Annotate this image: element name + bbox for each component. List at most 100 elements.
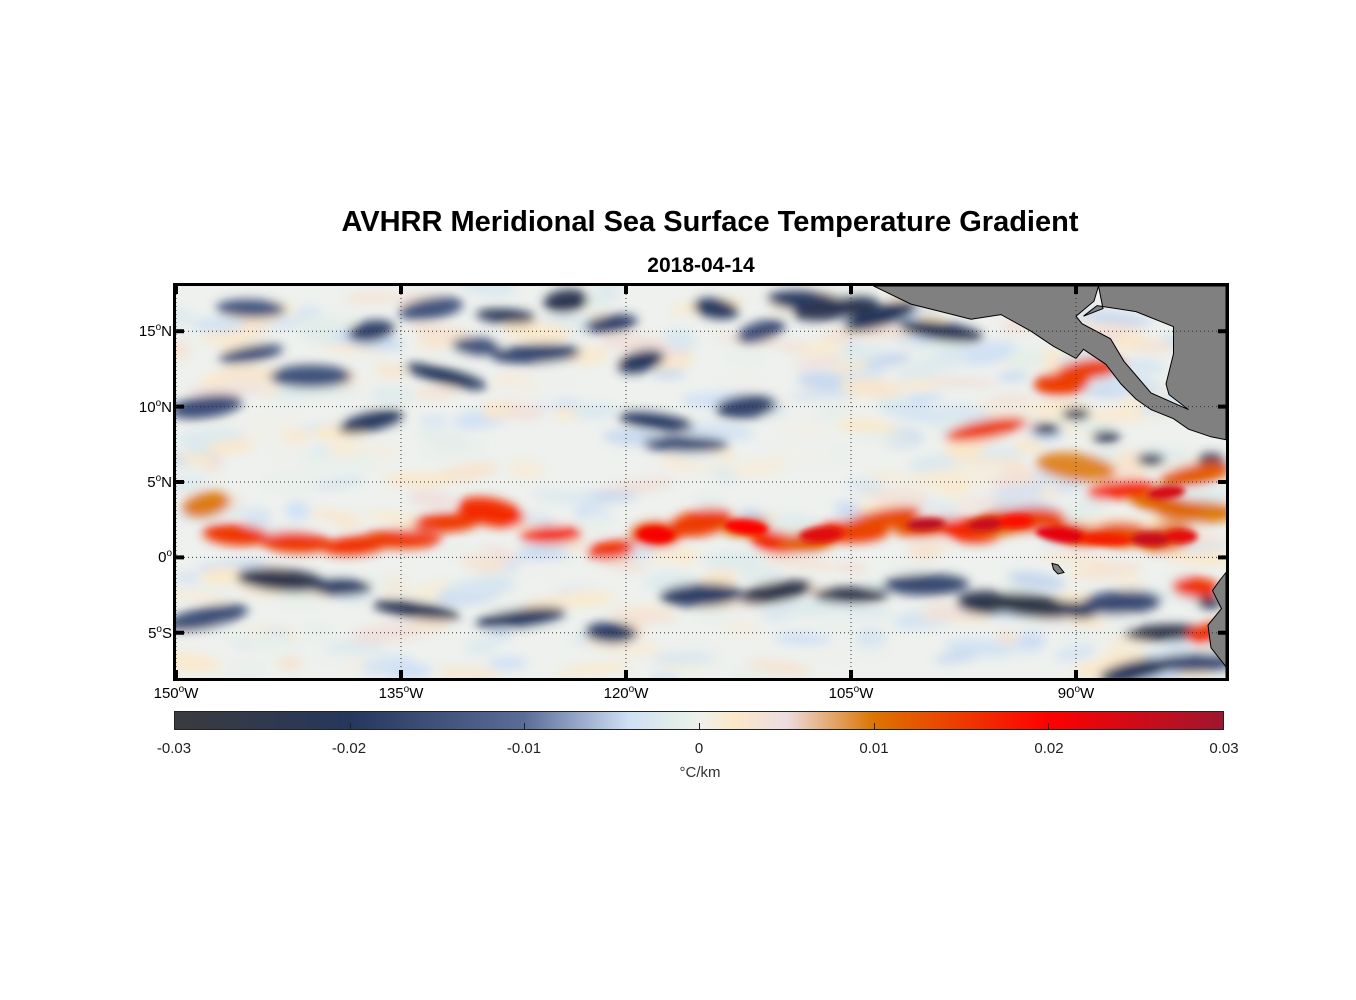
gradient-blob xyxy=(1162,549,1226,565)
gradient-blob xyxy=(457,496,525,528)
map-panel[interactable] xyxy=(176,286,1226,678)
gradient-blob xyxy=(543,289,589,313)
gradient-blob xyxy=(464,638,499,656)
gradient-blob xyxy=(202,523,270,546)
gradient-blob xyxy=(652,369,686,379)
gradient-blob xyxy=(945,417,1027,442)
gradient-blob xyxy=(1032,423,1060,436)
gradient-blob xyxy=(310,579,372,596)
gradient-blob xyxy=(460,555,505,572)
south-america-coast xyxy=(1207,571,1226,678)
gradient-blob xyxy=(579,513,614,534)
gradient-blob xyxy=(1003,349,1046,368)
gradient-blob xyxy=(724,519,768,535)
gradient-blob xyxy=(907,518,945,531)
gradient-blob xyxy=(1012,440,1045,453)
latitude-tick-label: 10oN xyxy=(138,397,172,416)
gradient-blob xyxy=(852,628,887,648)
gradient-blob xyxy=(475,607,567,629)
gradient-blob xyxy=(608,609,678,623)
gradient-blob xyxy=(859,647,889,657)
gradient-blob xyxy=(411,324,473,341)
gradient-blob xyxy=(1164,529,1198,543)
gradient-blob xyxy=(316,652,362,662)
gradient-blob xyxy=(867,472,917,484)
gradient-blob xyxy=(733,458,789,476)
gradient-blob xyxy=(1159,461,1226,488)
gradient-blob xyxy=(788,389,863,401)
gradient-blob xyxy=(459,286,517,296)
gradient-blob xyxy=(1035,526,1087,543)
gradient-blob xyxy=(701,569,739,588)
gradient-blob xyxy=(517,560,556,576)
gradient-blob xyxy=(176,477,208,493)
gradient-blob xyxy=(304,626,332,638)
gradient-blob xyxy=(571,404,619,419)
colorbar-tick-label: 0.01 xyxy=(859,740,889,757)
gradient-blob xyxy=(405,363,487,390)
gradient-blob xyxy=(891,560,933,574)
gradient-blob xyxy=(1147,485,1185,500)
gradient-blob xyxy=(778,422,831,436)
gradient-blob xyxy=(907,470,971,487)
gradient-blob xyxy=(1080,590,1162,615)
gradient-blob xyxy=(833,605,895,617)
map-canvas xyxy=(176,286,1226,678)
colorbar-tick-mark xyxy=(524,723,526,729)
gradient-blob xyxy=(648,549,677,564)
galapagos-islands xyxy=(1051,562,1065,575)
gradient-blob xyxy=(520,513,556,526)
gradient-blob xyxy=(359,529,443,549)
longitude-tick-label: 120oW xyxy=(603,684,649,702)
gradient-blob xyxy=(269,364,353,388)
gradient-blob xyxy=(418,416,450,426)
colorbar-tick-mark xyxy=(1048,723,1050,729)
gradient-blob xyxy=(285,501,310,521)
gradient-blob xyxy=(643,436,729,453)
gradient-blob xyxy=(813,587,889,604)
gradient-blob xyxy=(584,314,638,333)
gradient-blob xyxy=(668,508,734,538)
gradient-blob xyxy=(967,517,1005,532)
gradient-blob xyxy=(181,491,231,518)
gradient-blob xyxy=(847,430,919,443)
gradient-blob xyxy=(986,395,1033,406)
gradient-blob xyxy=(1129,493,1203,517)
gradient-blob xyxy=(443,577,517,598)
gradient-blob xyxy=(372,600,460,621)
gradient-blob xyxy=(538,593,617,607)
gradient-blob xyxy=(437,667,501,678)
gradient-blob xyxy=(986,592,1076,619)
gradient-blob xyxy=(176,604,249,632)
gradient-blob xyxy=(1073,657,1134,678)
gradient-blob xyxy=(1017,632,1046,649)
gradient-blob xyxy=(417,429,470,446)
gradient-blob xyxy=(617,349,665,374)
colorbar-tick-mark xyxy=(873,723,875,729)
gradient-blob xyxy=(650,673,680,678)
gradient-blob xyxy=(882,573,970,596)
gradient-blob xyxy=(327,442,360,457)
gradient-blob xyxy=(487,657,527,670)
gradient-blob xyxy=(1072,496,1108,513)
gradient-blob xyxy=(176,453,216,465)
gradient-blob xyxy=(666,547,699,564)
gradient-blob xyxy=(227,662,265,674)
colorbar-tick-label: 0.02 xyxy=(1034,740,1064,757)
gradient-blob xyxy=(281,430,311,442)
gradient-blob xyxy=(1078,562,1142,579)
gradient-blob xyxy=(413,387,460,399)
gradient-blob xyxy=(779,342,809,351)
longitude-tick-label: 90oW xyxy=(1057,684,1095,702)
gradient-blob xyxy=(998,514,1034,528)
gradient-blob xyxy=(696,606,737,620)
latitude-tick-label: 15oN xyxy=(138,322,172,341)
gradient-blob xyxy=(839,377,903,398)
gradient-blob xyxy=(949,495,1019,508)
gradient-blob xyxy=(834,562,868,574)
colorbar xyxy=(174,711,1224,730)
gradient-blob xyxy=(236,567,326,593)
gradient-blob xyxy=(260,531,332,553)
gradient-blob xyxy=(924,603,971,619)
gradient-blob xyxy=(793,355,844,369)
